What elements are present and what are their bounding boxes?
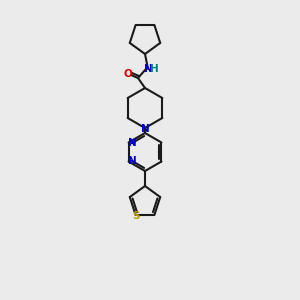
Text: N: N [144,64,152,74]
Text: O: O [124,69,132,79]
Text: N: N [141,124,149,134]
Text: N: N [128,157,137,166]
Text: H: H [150,64,158,74]
Text: S: S [132,212,139,221]
Text: N: N [128,137,137,148]
